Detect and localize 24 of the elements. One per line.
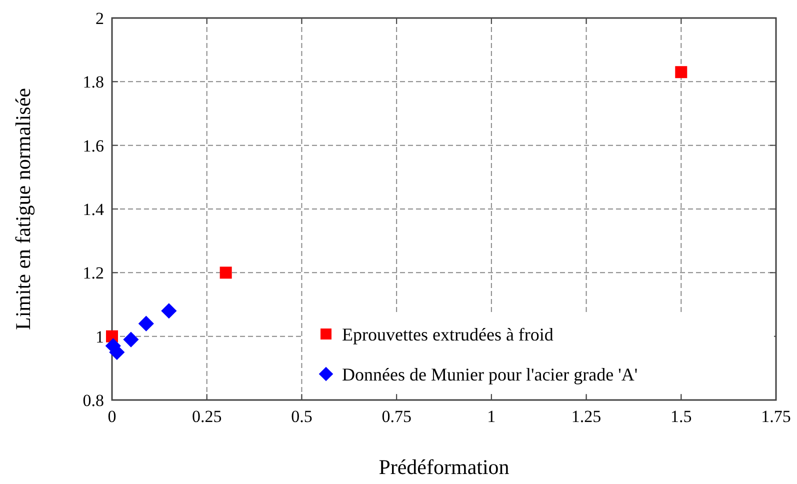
point [138,316,154,332]
x-tick-label: 0.25 [192,407,222,426]
x-tick-label: 0 [108,407,116,426]
y-tick-label: 1 [96,327,104,346]
point [123,332,139,348]
y-axis-title: Limite en fatigue normalisée [11,88,35,330]
y-tick-label: 0.8 [82,390,104,410]
legend-label: Eprouvettes extrudées à froid [342,324,554,344]
x-tick-label: 1.25 [571,407,602,426]
y-tick-label: 1.6 [82,136,104,156]
point [161,303,177,319]
y-tick-label: 1.2 [82,264,104,283]
x-tick-label: 1 [487,407,496,426]
y-tick-label: 1.4 [82,200,104,219]
point [220,266,232,279]
x-tick-label: 0.5 [291,407,312,426]
x-tick-label: 0.75 [382,407,412,426]
y-tick-label: 1.8 [82,72,104,92]
legend-label: Données de Munier pour l'acier grade 'A' [342,364,638,384]
x-tick-label: 1.5 [670,407,692,426]
point [675,66,688,78]
x-axis-title: Prédéformation [378,455,510,479]
x-tick-label: 1.75 [761,407,791,426]
y-tick-label: 2 [96,8,104,28]
